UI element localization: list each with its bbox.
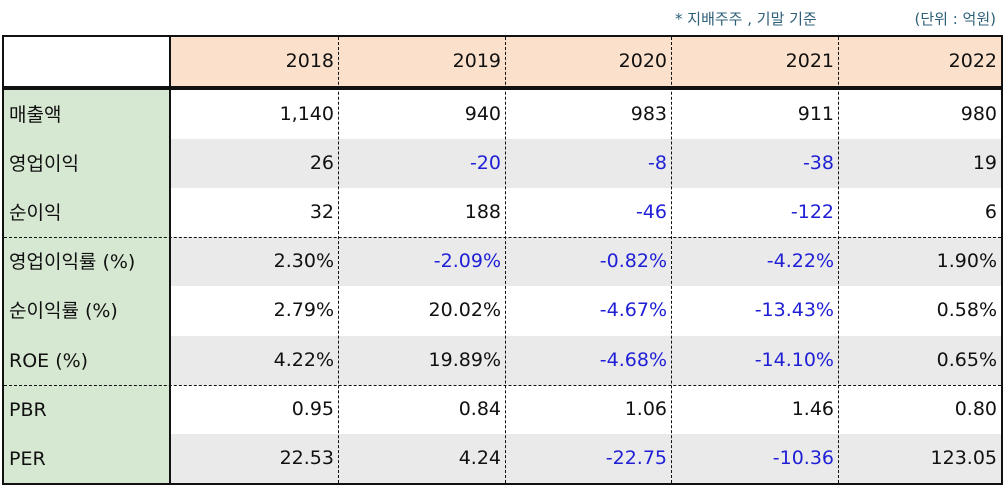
- column-divider: [338, 37, 339, 483]
- value-cell: -0.82%: [599, 250, 667, 273]
- value-cell: 1.46: [791, 397, 834, 420]
- section-divider: [4, 237, 1001, 239]
- column-divider: [671, 37, 672, 483]
- row-background: [171, 335, 1001, 385]
- value-cell: -46: [635, 201, 667, 224]
- value-cell: -13.43%: [754, 299, 834, 322]
- year-header-2020: 2020: [505, 37, 671, 86]
- value-cell: 0.95: [291, 397, 334, 420]
- table-header-row: 2018 2019 2020 2021 2022: [4, 37, 1001, 88]
- value-cell: -22.75: [605, 446, 667, 469]
- row-label: 순이익: [9, 202, 62, 225]
- table-row: ROE (%) 4.22% 19.89% -4.68% -14.10% 0.65%: [4, 335, 1001, 385]
- row-label: PBR: [9, 398, 47, 421]
- value-cell: -20: [469, 152, 501, 175]
- header-corner-cell: [4, 37, 171, 86]
- value-cell: -122: [790, 201, 834, 224]
- year-header-2018: 2018: [171, 37, 338, 86]
- value-cell: 0.58%: [936, 299, 997, 322]
- basis-note: * 지배주주 , 기말 기준: [675, 10, 817, 28]
- row-label: 매출액: [9, 104, 62, 126]
- value-cell: 1.06: [624, 397, 667, 420]
- value-cell: 2.79%: [273, 299, 334, 322]
- header-divider: [4, 88, 1001, 90]
- section-divider: [4, 384, 1001, 386]
- year-header-2022: 2022: [838, 37, 1001, 86]
- value-cell: -8: [648, 152, 667, 175]
- table-row: 순이익률 (%) 2.79% 20.02% -4.67% -13.43% 0.58%: [4, 286, 1001, 335]
- value-cell: -14.10%: [754, 348, 834, 371]
- value-cell: 20.02%: [428, 299, 501, 322]
- value-cell: 4.24: [458, 446, 501, 469]
- value-cell: -4.22%: [766, 250, 834, 273]
- row-label: 영업이익: [9, 153, 79, 176]
- table-row: 영업이익 26 -20 -8 -38 19: [4, 139, 1001, 189]
- row-label: 영업이익률 (%): [9, 251, 136, 274]
- table-row: PBR 0.95 0.84 1.06 1.46 0.80: [4, 385, 1001, 434]
- row-background: [171, 237, 1001, 287]
- row-label-column: [4, 90, 171, 483]
- value-cell: 940: [464, 103, 501, 125]
- row-label: PER: [9, 447, 46, 470]
- value-cell: 2.30%: [273, 250, 334, 273]
- value-cell: 19.89%: [428, 348, 501, 371]
- value-cell: 0.84: [458, 397, 501, 420]
- value-cell: 980: [960, 103, 997, 125]
- value-cell: 1.90%: [936, 250, 997, 273]
- year-header-2019: 2019: [338, 37, 505, 86]
- value-cell: 911: [797, 103, 834, 125]
- column-divider: [505, 37, 506, 483]
- value-cell: 4.22%: [273, 348, 334, 371]
- value-cell: -2.09%: [433, 250, 501, 273]
- value-cell: 6: [984, 201, 997, 224]
- value-cell: -10.36: [772, 446, 834, 469]
- value-cell: -4.67%: [599, 299, 667, 322]
- table-row: 영업이익률 (%) 2.30% -2.09% -0.82% -4.22% 1.90%: [4, 237, 1001, 287]
- value-cell: 0.80: [954, 397, 997, 420]
- value-cell: 0.65%: [936, 348, 997, 371]
- year-header-2021: 2021: [671, 37, 838, 86]
- financial-table: 2018 2019 2020 2021 2022 매출액 1,140 940 983 9…: [2, 35, 1003, 485]
- value-cell: 123.05: [930, 446, 997, 469]
- value-cell: 26: [309, 152, 334, 175]
- unit-note: (단위 : 억원): [914, 10, 997, 28]
- value-cell: -4.68%: [599, 348, 667, 371]
- value-cell: 983: [630, 103, 667, 125]
- value-cell: 32: [309, 201, 334, 224]
- row-background: [171, 139, 1001, 189]
- row-label: 순이익률 (%): [9, 300, 118, 323]
- table-row: PER 22.53 4.24 -22.75 -10.36 123.05: [4, 433, 1001, 483]
- row-background: [171, 433, 1001, 483]
- table-row: 매출액 1,140 940 983 911 980: [4, 90, 1001, 139]
- table-row: 순이익 32 188 -46 -122 6: [4, 188, 1001, 237]
- value-cell: 1,140: [279, 103, 334, 125]
- column-divider: [838, 37, 839, 483]
- row-label: ROE (%): [9, 349, 89, 372]
- value-cell: 19: [972, 152, 997, 175]
- value-cell: -38: [802, 152, 834, 175]
- value-cell: 22.53: [279, 446, 334, 469]
- value-cell: 188: [464, 201, 501, 224]
